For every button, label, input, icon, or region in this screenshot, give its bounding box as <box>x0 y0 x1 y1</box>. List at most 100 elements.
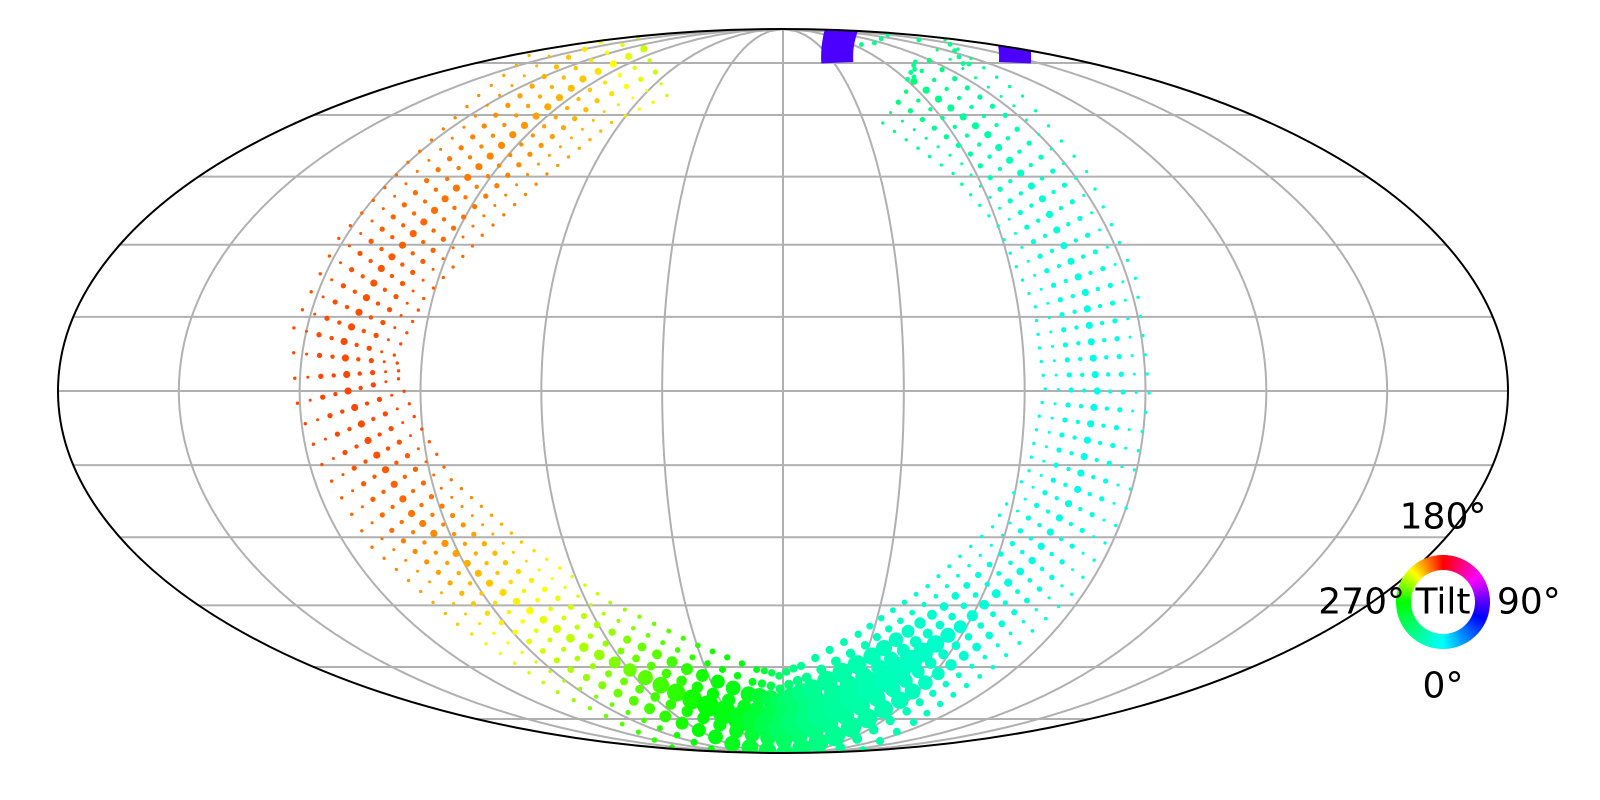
scatter-point <box>625 12 628 15</box>
scatter-point <box>1131 409 1135 413</box>
color-wheel-segment <box>1428 632 1435 648</box>
scatter-point <box>986 85 990 89</box>
scatter-point <box>329 335 334 341</box>
scatter-point <box>1047 316 1051 320</box>
scatter-point <box>1007 217 1011 221</box>
scatter-point <box>775 684 785 694</box>
color-wheel-segment <box>1457 630 1466 645</box>
scatter-point <box>881 121 885 125</box>
scatter-point <box>1094 457 1099 463</box>
scatter-point <box>593 694 599 699</box>
scatter-point <box>889 607 896 614</box>
scatter-point <box>638 76 644 82</box>
color-wheel-segment <box>1451 632 1458 648</box>
color-wheel-segment <box>1411 566 1423 579</box>
scatter-point <box>1067 257 1075 265</box>
scatter-point <box>512 661 517 665</box>
scatter-point <box>561 615 567 621</box>
scatter-point <box>733 671 742 680</box>
scatter-point <box>347 323 356 331</box>
scatter-point <box>933 593 939 599</box>
scatter-point <box>978 203 982 207</box>
scatter-point <box>514 113 519 118</box>
scatter-point <box>566 155 571 159</box>
scatter-point <box>875 736 885 746</box>
color-wheel-segment <box>1468 572 1482 584</box>
scatter-point <box>416 447 420 451</box>
scatter-point <box>435 569 442 576</box>
scatter-point <box>1054 496 1059 501</box>
scatter-point <box>637 107 641 111</box>
color-wheel-segment <box>1408 568 1421 581</box>
scatter-point <box>481 523 485 527</box>
scatter-point <box>484 561 489 566</box>
scatter-point <box>555 94 564 102</box>
scatter-point <box>1082 388 1087 393</box>
color-wheel-segment <box>1459 628 1470 642</box>
scatter-point <box>782 667 791 676</box>
scatter-point <box>485 174 491 179</box>
scatter-point <box>603 713 609 719</box>
scatter-point <box>399 313 403 318</box>
scatter-point <box>541 586 548 593</box>
scatter-point <box>1080 254 1086 259</box>
scatter-point <box>1062 417 1068 423</box>
scatter-point <box>576 594 580 598</box>
scatter-point <box>464 612 468 616</box>
scatter-point <box>1147 391 1151 395</box>
scatter-point <box>996 571 1002 576</box>
scatter-point <box>581 46 588 52</box>
scatter-point <box>935 48 939 52</box>
scatter-point <box>410 251 415 256</box>
color-wheel-segment <box>1474 607 1490 612</box>
scatter-point <box>977 673 983 679</box>
scatter-point <box>526 638 532 645</box>
scatter-point <box>835 742 846 753</box>
scatter-point <box>666 656 678 668</box>
scatter-point <box>464 173 472 181</box>
color-wheel-segment <box>1474 606 1490 611</box>
scatter-point <box>916 146 920 150</box>
scatter-point <box>348 224 352 228</box>
color-wheel-segment <box>1470 578 1485 587</box>
scatter-point <box>450 495 454 499</box>
scatter-point <box>1046 528 1054 536</box>
scatter-point <box>1114 336 1120 342</box>
scatter-point <box>743 756 751 764</box>
color-wheel-segment <box>1469 576 1484 586</box>
scatter-point <box>623 635 632 644</box>
scatter-point <box>577 146 581 150</box>
scatter-point <box>458 145 464 151</box>
scatter-point <box>1050 282 1057 288</box>
scatter-point <box>435 166 441 173</box>
scatter-point <box>1059 312 1065 318</box>
scatter-point <box>330 354 335 359</box>
scatter-point <box>396 439 402 445</box>
scatter-point <box>690 738 698 746</box>
scatter-point <box>1060 584 1064 588</box>
color-wheel-segment <box>1403 618 1417 629</box>
scatter-point <box>999 94 1003 98</box>
color-wheel-segment <box>1396 592 1412 597</box>
scatter-point <box>953 620 967 634</box>
scatter-point <box>467 155 473 160</box>
scatter-point <box>419 519 427 528</box>
scatter-point <box>381 207 385 211</box>
scatter-point <box>969 663 975 669</box>
scatter-point <box>370 545 374 549</box>
color-wheel-segment <box>1402 575 1417 586</box>
scatter-point <box>620 677 628 686</box>
scatter-point <box>925 583 930 589</box>
scatter-point <box>572 115 578 122</box>
scatter-point <box>1069 451 1074 456</box>
scatter-point <box>449 478 453 482</box>
scatter-point <box>366 345 372 351</box>
scatter-point <box>1037 346 1042 350</box>
scatter-point <box>520 619 525 624</box>
scatter-point <box>1074 273 1082 281</box>
scatter-point <box>1069 543 1075 549</box>
scatter-point <box>508 152 513 158</box>
scatter-point <box>981 113 987 119</box>
scatter-point <box>1053 226 1061 234</box>
scatter-point <box>857 708 878 729</box>
